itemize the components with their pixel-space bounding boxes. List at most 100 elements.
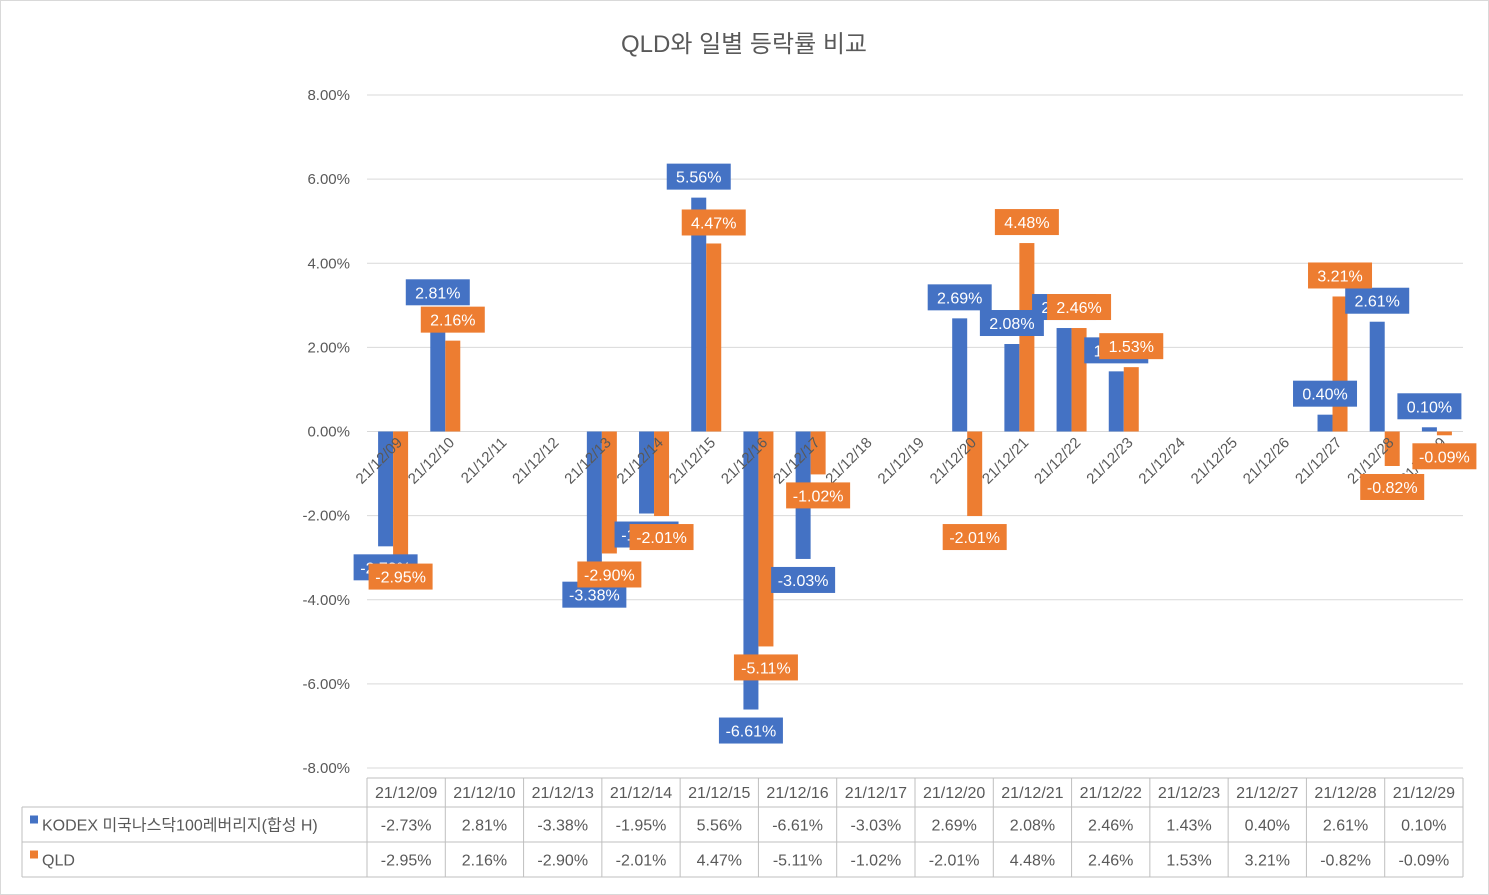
data-label-box xyxy=(1412,443,1477,470)
bar xyxy=(1019,243,1035,432)
x-tick-label: 21/12/12 xyxy=(509,434,562,487)
data-labels: -2.73%2.81%-3.38%-1.95%5.56%-6.61%-3.03%… xyxy=(353,163,1477,744)
table-cell: 1.53% xyxy=(1166,853,1211,870)
x-tick-label: 21/12/26 xyxy=(1240,434,1293,487)
data-label-box xyxy=(786,482,851,509)
data-label: -2.95% xyxy=(368,563,433,590)
bar xyxy=(743,431,759,710)
data-label: 0.40% xyxy=(1293,380,1358,407)
bar xyxy=(393,431,409,556)
data-label-text: 5.56% xyxy=(676,170,721,187)
data-label-text: -6.61% xyxy=(726,724,777,741)
bar xyxy=(1421,427,1437,432)
data-label-text: -2.90% xyxy=(584,567,635,584)
data-label-box xyxy=(1360,473,1425,500)
data-label-text: -2.01% xyxy=(636,530,687,547)
data-label-text: 1.53% xyxy=(1109,339,1154,356)
table-cell: -1.02% xyxy=(851,853,902,870)
data-label-box xyxy=(733,654,798,681)
bar xyxy=(654,431,670,517)
table-cell: 0.10% xyxy=(1401,818,1446,835)
data-label-box xyxy=(666,163,731,190)
table-cell: -6.61% xyxy=(772,818,823,835)
table-row-name: QLD xyxy=(42,853,75,870)
table-cell: -1.95% xyxy=(616,818,667,835)
data-label-text: -3.38% xyxy=(569,588,620,605)
bar xyxy=(1056,328,1072,432)
table-header-cell: 21/12/10 xyxy=(453,785,515,802)
data-label-text: -0.09% xyxy=(1419,449,1470,466)
data-label: 4.47% xyxy=(681,209,746,236)
bar xyxy=(586,431,602,574)
data-table: 21/12/09 21/12/10 21/12/13 21/12/14 21/12/15… xyxy=(21,777,1464,878)
table-header-cell: 21/12/09 xyxy=(375,785,437,802)
table-cell: -5.11% xyxy=(773,853,823,870)
table-header-cell: 21/12/15 xyxy=(688,785,750,802)
x-tick-label: 21/12/24 xyxy=(1135,434,1188,487)
table-header-cell: 21/12/22 xyxy=(1080,785,1142,802)
data-label-box xyxy=(994,209,1059,236)
table-cell: -2.01% xyxy=(616,853,667,870)
y-tick-label: -8.00% xyxy=(302,760,350,777)
table-cell: -2.95% xyxy=(381,853,432,870)
y-tick-label: 2.00% xyxy=(307,339,350,356)
data-label: 4.48% xyxy=(994,209,1059,236)
data-label: -0.82% xyxy=(1360,473,1425,500)
data-label-box xyxy=(1293,380,1358,407)
data-label-text: -2.95% xyxy=(375,570,426,587)
data-label-text: 2.81% xyxy=(415,285,460,302)
table-header-cell: 21/12/21 xyxy=(1001,785,1063,802)
data-label: 0.10% xyxy=(1397,393,1462,420)
bar xyxy=(430,313,446,432)
data-label-box xyxy=(405,279,470,306)
data-label-text: 0.10% xyxy=(1407,399,1452,416)
data-label: 2.61% xyxy=(1345,287,1410,314)
y-tick-label: 4.00% xyxy=(307,255,350,272)
data-label: -2.01% xyxy=(629,524,694,551)
data-label: -2.01% xyxy=(942,524,1007,551)
table-header-cell: 21/12/20 xyxy=(923,785,985,802)
y-tick-label: -6.00% xyxy=(302,676,350,693)
data-label: -3.03% xyxy=(771,566,836,593)
bar xyxy=(1123,367,1139,432)
data-label-text: -0.82% xyxy=(1367,480,1418,497)
bar xyxy=(691,197,707,432)
table-cell: 1.43% xyxy=(1166,818,1211,835)
table-header-cell: 21/12/28 xyxy=(1314,785,1376,802)
data-label-text: 2.46% xyxy=(1056,300,1101,317)
table-cell: 2.08% xyxy=(1010,818,1055,835)
table-cell: -2.73% xyxy=(381,818,432,835)
data-label-box xyxy=(420,306,485,333)
table-header-cell: 21/12/14 xyxy=(610,785,672,802)
x-tick-label: 21/12/25 xyxy=(1188,434,1241,487)
table-cell: 3.21% xyxy=(1245,853,1290,870)
data-label-text: 4.47% xyxy=(691,215,736,232)
data-label-text: 2.61% xyxy=(1355,294,1400,311)
data-label: 2.81% xyxy=(405,279,470,306)
data-label-box xyxy=(1308,262,1373,289)
data-label-text: -3.03% xyxy=(778,573,829,590)
data-label: 1.53% xyxy=(1099,333,1164,360)
data-label-text: 2.69% xyxy=(937,290,982,307)
bar xyxy=(1317,414,1333,432)
bar xyxy=(967,431,983,517)
table-header-cell: 21/12/29 xyxy=(1393,785,1455,802)
x-tick-label: 21/12/27 xyxy=(1292,434,1345,487)
data-label-text: 2.16% xyxy=(430,313,475,330)
bar xyxy=(1369,321,1385,432)
table-cell: -3.38% xyxy=(537,818,588,835)
data-label-box xyxy=(771,566,836,593)
data-label-box xyxy=(577,561,642,588)
table-cell: 2.46% xyxy=(1088,853,1133,870)
y-tick-label: 0.00% xyxy=(307,424,350,441)
table-cell: 4.47% xyxy=(697,853,742,870)
data-label: 2.46% xyxy=(1047,294,1112,321)
bar xyxy=(1332,296,1348,432)
data-label: 5.56% xyxy=(666,163,731,190)
bar xyxy=(601,431,617,554)
bar xyxy=(1004,344,1020,432)
data-label-text: -5.11% xyxy=(741,660,791,677)
data-label-box xyxy=(1397,393,1462,420)
